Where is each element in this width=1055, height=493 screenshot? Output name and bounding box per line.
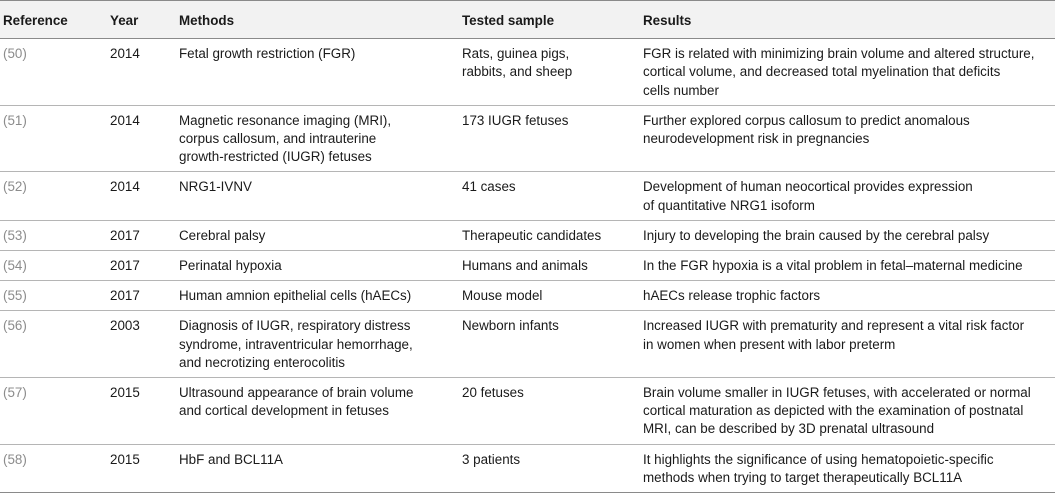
results-cell: Development of human neocortical provide… (643, 179, 973, 213)
reference-link[interactable]: (54) (3, 258, 27, 274)
table-row: (54) 2017 Perinatal hypoxia Humans and a… (0, 251, 1055, 281)
header-tested-sample: Tested sample (462, 13, 555, 28)
methods-cell: Perinatal hypoxia (179, 258, 282, 274)
results-cell: FGR is related with minimizing brain vol… (643, 46, 1035, 98)
table-row: (50) 2014 Fetal growth restriction (FGR)… (0, 39, 1055, 106)
header-row: Reference Year Methods Tested sample Res… (0, 0, 1055, 39)
methods-cell: Cerebral palsy (179, 227, 266, 243)
reference-link[interactable]: (58) (3, 451, 27, 467)
sample-cell: 173 IUGR fetuses (462, 112, 569, 128)
table-row: (51) 2014 Magnetic resonance imaging (MR… (0, 105, 1055, 172)
year-cell: 2014 (110, 179, 140, 195)
methods-cell: Fetal growth restriction (FGR) (179, 46, 356, 62)
results-cell: Brain volume smaller in IUGR fetuses, wi… (643, 385, 1031, 437)
table-row: (57) 2015 Ultrasound appearance of brain… (0, 378, 1055, 445)
methods-cell: Ultrasound appearance of brain volume an… (179, 385, 414, 419)
sample-cell: 3 patients (462, 451, 521, 467)
year-cell: 2014 (110, 46, 140, 62)
reference-link[interactable]: (51) (3, 112, 27, 128)
year-cell: 2015 (110, 451, 140, 467)
methods-cell: Magnetic resonance imaging (MRI), corpus… (179, 112, 392, 165)
sample-cell: Rats, guinea pigs, rabbits, and sheep (462, 46, 573, 80)
results-cell: Further explored corpus callosum to pred… (643, 112, 970, 147)
table-row: (56) 2003 Diagnosis of IUGR, respiratory… (0, 311, 1055, 378)
year-cell: 2014 (110, 112, 140, 128)
reference-link[interactable]: (55) (3, 288, 27, 304)
table-row: (53) 2017 Cerebral palsy Therapeutic can… (0, 220, 1055, 251)
table-row: (58) 2015 HbF and BCL11A 3 patients It h… (0, 444, 1055, 493)
results-cell: Increased IUGR with prematurity and repr… (643, 318, 1025, 352)
methods-cell: Human amnion epithelial cells (hAECs) (179, 288, 412, 304)
header-results: Results (643, 13, 692, 28)
sample-cell: 41 cases (462, 179, 516, 195)
sample-cell: Therapeutic candidates (462, 227, 602, 243)
table-header: Reference Year Methods Tested sample Res… (0, 0, 1055, 39)
year-cell: 2017 (110, 227, 140, 243)
year-cell: 2015 (110, 385, 140, 401)
table-row: (52) 2014 NRG1-IVNV 41 cases Development… (0, 172, 1055, 221)
methods-cell: NRG1-IVNV (179, 179, 252, 195)
results-cell: In the FGR hypoxia is a vital problem in… (643, 258, 1023, 274)
header-year: Year (110, 13, 139, 28)
reference-link[interactable]: (57) (3, 385, 27, 401)
reference-link[interactable]: (53) (3, 227, 27, 243)
methods-cell: HbF and BCL11A (179, 451, 283, 467)
reference-link[interactable]: (50) (3, 46, 27, 62)
sample-cell: Mouse model (462, 288, 543, 304)
year-cell: 2017 (110, 288, 140, 304)
results-cell: It highlights the significance of using … (643, 451, 994, 485)
methods-cell: Diagnosis of IUGR, respiratory distress … (179, 318, 413, 370)
results-cell: hAECs release trophic factors (643, 288, 821, 304)
table-row: (55) 2017 Human amnion epithelial cells … (0, 281, 1055, 311)
header-methods: Methods (179, 13, 235, 28)
reference-link[interactable]: (56) (3, 318, 27, 334)
reference-link[interactable]: (52) (3, 179, 27, 195)
year-cell: 2017 (110, 258, 140, 274)
sample-cell: Newborn infants (462, 318, 559, 334)
sample-cell: 20 fetuses (462, 385, 524, 401)
sample-cell: Humans and animals (462, 258, 588, 274)
year-cell: 2003 (110, 318, 140, 334)
header-reference: Reference (3, 13, 68, 28)
results-cell: Injury to developing the brain caused by… (643, 227, 990, 243)
table-body: (50) 2014 Fetal growth restriction (FGR)… (0, 39, 1055, 493)
